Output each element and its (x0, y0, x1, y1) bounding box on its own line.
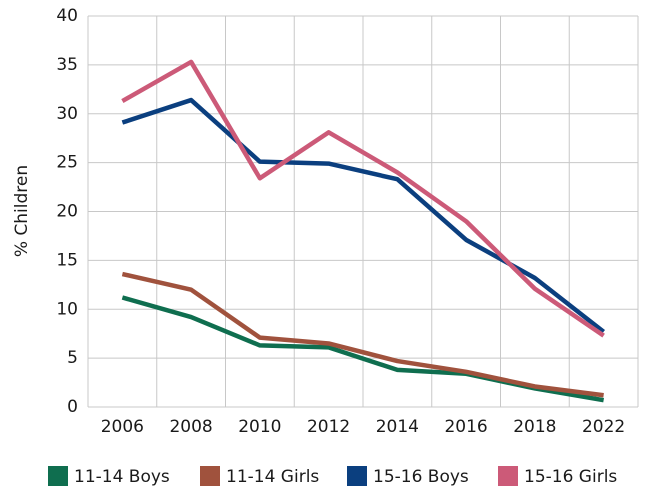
legend-swatch (498, 466, 518, 486)
y-tick-label: 10 (56, 299, 78, 319)
y-tick-label: 30 (56, 104, 78, 124)
legend-label: 11-14 Boys (74, 467, 170, 487)
y-tick-label: 20 (56, 202, 78, 222)
y-tick-label: 35 (56, 55, 78, 75)
y-axis-label: % Children (12, 165, 32, 257)
x-tick-label: 2022 (582, 417, 625, 437)
legend-label: 11-14 Girls (226, 467, 319, 487)
y-tick-label: 15 (56, 250, 78, 270)
y-tick-label: 5 (67, 348, 78, 368)
line-series (121, 59, 605, 338)
y-tick-label: 25 (56, 153, 78, 173)
legend-label: 15-16 Girls (524, 467, 617, 487)
line-series (121, 97, 606, 334)
x-tick-label: 2012 (307, 417, 350, 437)
legend-swatch (347, 466, 367, 486)
legend-label: 15-16 Boys (373, 467, 469, 487)
line-series (121, 271, 604, 398)
y-tick-label: 40 (56, 6, 78, 26)
x-tick-label: 2016 (444, 417, 487, 437)
x-tick-label: 2010 (238, 417, 281, 437)
x-tick-label: 2006 (101, 417, 144, 437)
x-tick-label: 2018 (513, 417, 556, 437)
x-tick-label: 2014 (376, 417, 419, 437)
x-tick-label: 2008 (169, 417, 212, 437)
legend-swatch (48, 466, 68, 486)
legend-swatch (200, 466, 220, 486)
y-tick-label: 0 (67, 397, 78, 417)
